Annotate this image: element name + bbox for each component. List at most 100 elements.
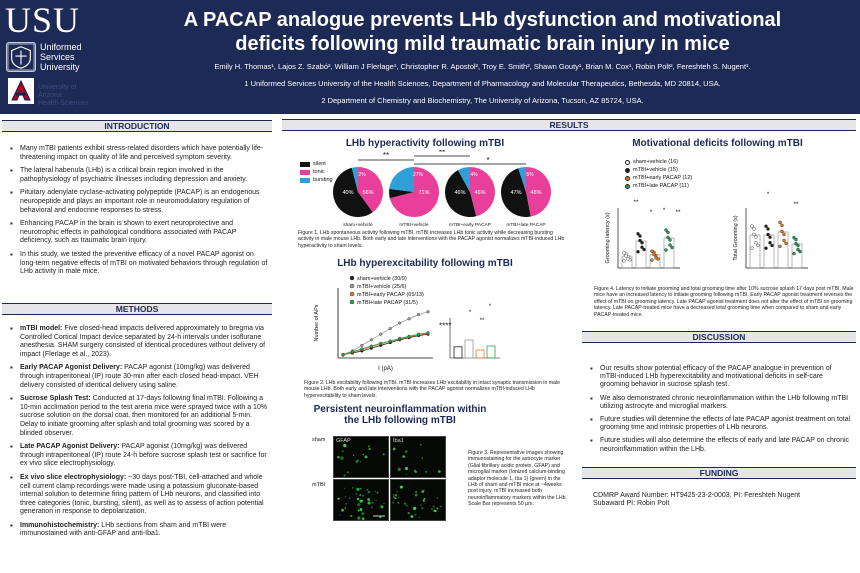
fig1-legend-label: tonic xyxy=(313,169,325,175)
fig3-stain-cell xyxy=(394,494,397,497)
fig4-legend: sham+vehicle (16) mTBI+vehicle (15) mTBI+e… xyxy=(625,158,692,190)
fig1-pie-group-label: mTBI+late PACAP xyxy=(506,222,545,228)
fig2-series-point xyxy=(369,344,373,348)
fig3-stain-cell xyxy=(434,509,437,513)
fig1-pie-label: 46% xyxy=(474,190,485,196)
fig3-stain-cell xyxy=(337,455,340,459)
fig3-stain-cell xyxy=(414,493,418,497)
methods-bullet-text: ~30 days post-TBI, cell-attached and who… xyxy=(20,473,264,516)
intro-bullet: Pituitary adenylate cyclase-activating p… xyxy=(10,189,268,215)
fig3-stain-cell xyxy=(340,456,344,460)
discussion-bullet: Our results show potential efficacy of t… xyxy=(590,365,852,390)
fig4-point xyxy=(650,258,654,262)
fig2-series-point xyxy=(426,310,430,314)
fig2-series-line xyxy=(342,311,429,355)
fig1-pie-charts: 40% 56% 2% sham+vehicle 71% 27% mTBI+vehicle 46… xyxy=(333,150,551,228)
fig4-scatter-bar-charts: Grooming latency (s) Total Grooming (s)**… xyxy=(605,191,808,269)
fig3-col-label-gfap: GFAP xyxy=(336,438,351,444)
intro-bullet: The lateral habenula (LHb) is a critical… xyxy=(10,167,268,184)
fig3-image-mtbi-iba1 xyxy=(390,479,446,521)
methods-bullet-text: PACAP agonist (10mg/kg) was delivered th… xyxy=(20,364,259,389)
fig1-pie-label: 71% xyxy=(418,190,429,196)
fig3-stain-cell xyxy=(420,504,422,506)
fig4-point xyxy=(636,232,640,236)
fig2-series-point xyxy=(379,332,383,336)
fig3-stain-cell xyxy=(357,459,359,461)
fig3-stain-cell xyxy=(421,490,425,493)
fig1-pie-slice xyxy=(445,170,477,217)
methods-bullet-lead: Early PACAP Agonist Delivery: xyxy=(20,364,123,372)
fig2-series-point xyxy=(341,352,345,357)
methods-list: mTBI model: Five closed-head impacts del… xyxy=(10,325,268,544)
fig4-legend-item: mTBI+late PACAP (11) xyxy=(625,182,692,190)
funding-text: CDMRP Award Number: HT9425-23-2-0003, PI… xyxy=(593,492,855,508)
fig2-series-point xyxy=(379,341,383,345)
methods-bullet-lead: Late PACAP Agonist Delivery: xyxy=(20,443,120,451)
usu-seal-icon xyxy=(6,42,36,72)
fig4-point xyxy=(666,230,670,235)
fig3-stain-cell xyxy=(348,497,351,500)
fig1-pie-small-label: 2% xyxy=(358,172,366,178)
fig4-point xyxy=(764,246,768,250)
fig3-stain-cell xyxy=(359,461,362,463)
fig3-col-label-iba1: Iba1 xyxy=(393,438,404,444)
fig2-sig-label: **** xyxy=(439,322,451,331)
fig4-point xyxy=(782,232,786,237)
usu-word-2: Services xyxy=(40,52,75,62)
fig4-point xyxy=(624,254,628,258)
usu-wordmark: Uniformed Services University xyxy=(40,42,82,72)
fig4-point xyxy=(666,235,670,240)
fig3-stain-cell xyxy=(379,516,382,519)
fig4-title: Motivational deficits following mTBI xyxy=(632,138,803,149)
fig3-stain-cell xyxy=(359,487,362,490)
fig1-pie-slice xyxy=(351,167,358,192)
discussion-list: Our results show potential efficacy of t… xyxy=(590,365,852,459)
fig4-point xyxy=(622,259,626,263)
fig1-swatch-silent xyxy=(300,161,310,167)
results-heading: RESULTS xyxy=(282,119,856,131)
methods-bullet-text: LHb sections from sham and mTBI were imm… xyxy=(20,521,227,538)
fig3-stain-cell xyxy=(404,450,408,453)
fig3-stain-cell xyxy=(355,493,358,496)
methods-bullet-lead: Ex vivo slice electrophysiology: xyxy=(20,473,127,481)
fig4-legend-marker xyxy=(625,183,630,189)
methods-bullet: Ex vivo slice electrophysiology: ~30 day… xyxy=(10,474,268,517)
fig1-legend: silent tonic bursting xyxy=(300,160,333,184)
fig2-series-point xyxy=(398,321,402,325)
fig4-point xyxy=(626,257,630,261)
fig2-series-point xyxy=(350,350,354,354)
fig3-stain-cell xyxy=(357,516,361,520)
methods-bullet: mTBI model: Five closed-head impacts del… xyxy=(10,325,268,359)
logo-block: USU Uniformed Services University Univer… xyxy=(2,2,98,110)
fig1-pie-label: 48% xyxy=(530,190,541,196)
ua-logo-icon xyxy=(8,78,34,104)
fig4-point xyxy=(642,247,646,252)
fig4-point xyxy=(670,245,674,250)
fig1-pie-slice xyxy=(358,167,383,213)
fig1-sig-label: ** xyxy=(383,151,389,160)
methods-bullet-text: PACAP agonist (10mg/kg) was delivered th… xyxy=(20,443,267,468)
fig3-stain-cell xyxy=(355,460,359,463)
fig3-stain-cell xyxy=(423,498,426,500)
fig1-pie-label: 40% xyxy=(342,190,353,196)
fig3-stain-cell xyxy=(371,506,373,509)
fig3-title-line-2: the LHb following mTBI xyxy=(344,415,456,426)
fig3-stain-cell xyxy=(392,447,396,451)
fig3-caption: Figure 3. Representative images showing … xyxy=(468,450,567,508)
fig3-stain-cell xyxy=(422,499,425,502)
fig4-point xyxy=(780,229,784,234)
fig3-stain-cell xyxy=(437,470,441,473)
fig4-point xyxy=(796,247,800,252)
fig3-stain-cell xyxy=(346,471,349,474)
fig3-stain-cell xyxy=(374,490,377,493)
fig4-legend-label: mTBI+late PACAP (11) xyxy=(633,183,689,189)
fig2-title: LHb hyperexcitability following mTBI xyxy=(337,258,513,269)
fig4-point xyxy=(794,237,798,242)
fig3-stain-cell xyxy=(364,455,368,459)
fig3-stain-cell xyxy=(359,499,363,503)
fig2-series-point xyxy=(360,343,364,347)
fig2-inset-sig: * xyxy=(469,310,472,316)
fig3-stain-cell xyxy=(380,504,382,506)
fig4-legend-item: sham+vehicle (16) xyxy=(625,158,692,166)
fig3-stain-cell xyxy=(361,517,365,520)
